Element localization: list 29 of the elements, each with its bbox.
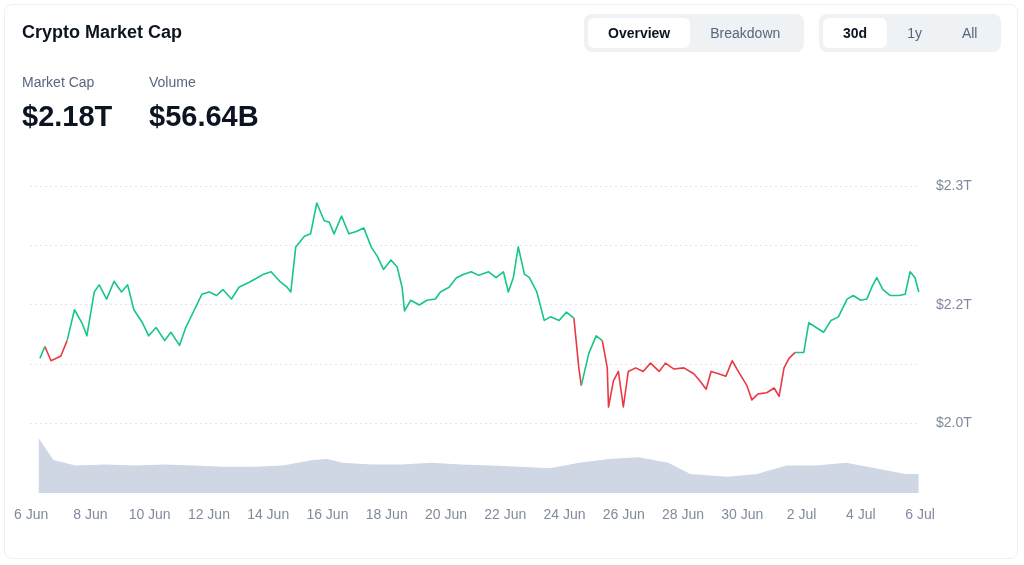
y-tick-label: $2.0T — [936, 414, 973, 431]
text: 1y — [906, 24, 923, 43]
x-tick-label: 18 Jun — [365, 506, 408, 523]
text: Breakdown — [709, 24, 782, 43]
x-tick-label: 26 Jun — [602, 506, 645, 523]
text: Market Cap — [22, 74, 96, 90]
x-tick-label: 4 Jul — [845, 506, 876, 523]
text: $56.64B — [149, 100, 259, 133]
x-tick-label: 12 Jun — [187, 506, 230, 523]
text: $2.18T — [22, 100, 113, 133]
x-tick-label: 2 Jul — [786, 506, 817, 523]
x-tick-label: 16 Jun — [306, 506, 349, 523]
x-tick-label: 24 Jun — [543, 506, 586, 523]
y-tick-label: $2.2T — [936, 295, 973, 312]
x-tick-label: 10 Jun — [128, 506, 171, 523]
chart-title: Crypto Market Cap — [22, 22, 183, 43]
x-tick-label: 6 Jul — [905, 506, 935, 523]
text: Overview — [588, 18, 691, 48]
x-tick-label: 14 Jun — [247, 506, 290, 523]
x-tick-label: 22 Jun — [484, 506, 527, 523]
x-tick-label: 20 Jun — [424, 506, 467, 523]
text: Volume — [149, 74, 197, 90]
text: All — [960, 24, 979, 43]
x-tick-label: 8 Jun — [73, 506, 108, 523]
x-tick-label: 30 Jun — [721, 506, 764, 523]
x-tick-label: 6 Jun — [14, 506, 49, 523]
x-tick-label: 28 Jun — [661, 506, 704, 523]
text: 30d — [823, 18, 888, 48]
y-tick-label: $2.3T — [936, 177, 973, 194]
